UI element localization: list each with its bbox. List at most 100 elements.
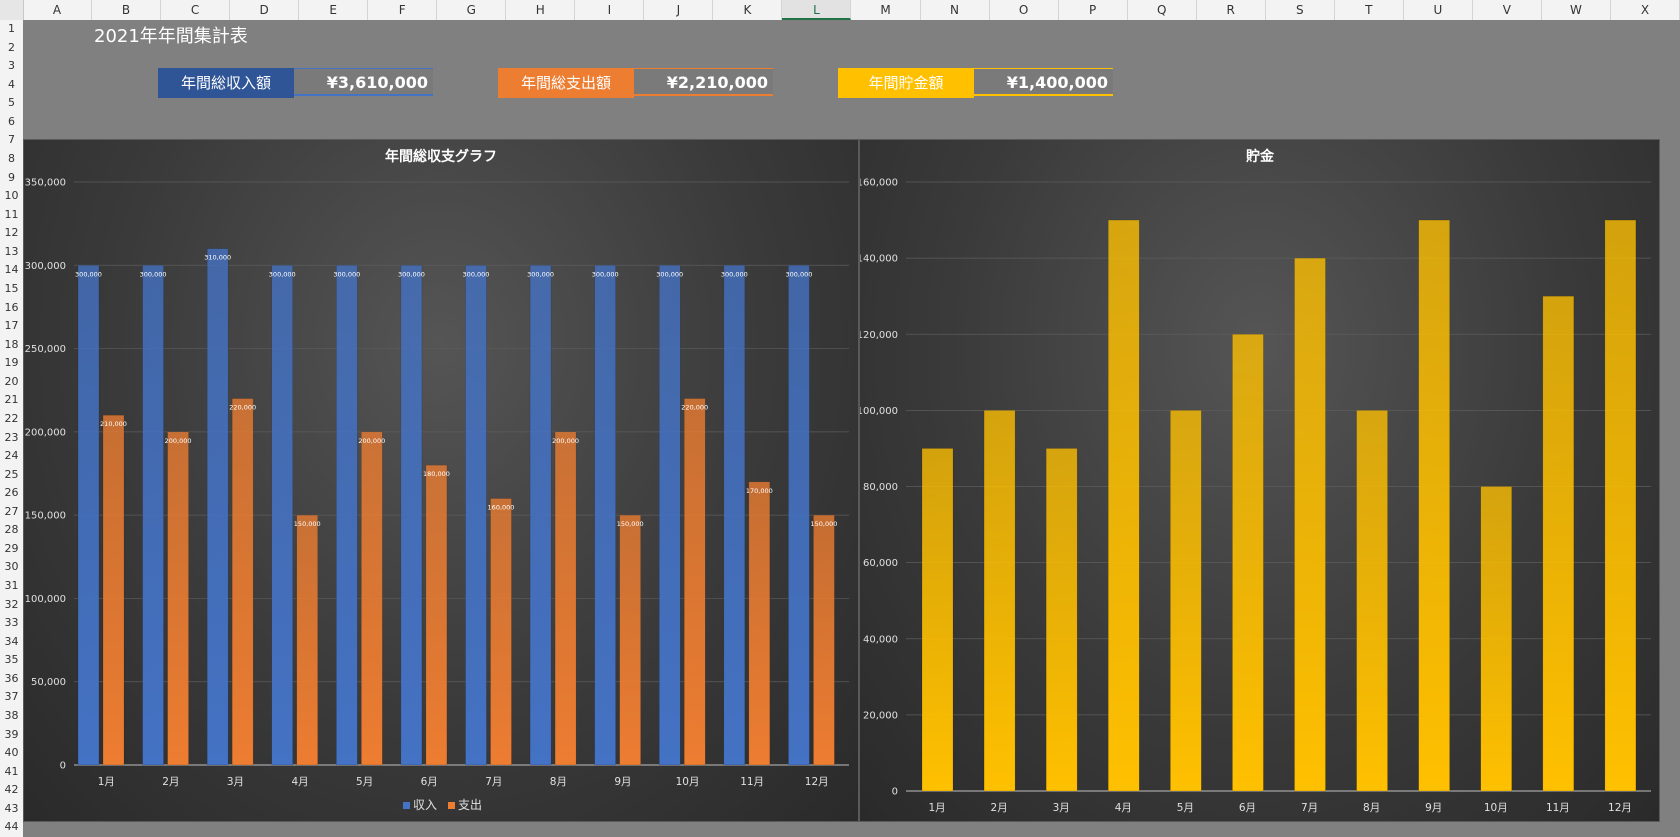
row-header-5[interactable]: 5 xyxy=(8,96,15,110)
bar-value-6月[interactable] xyxy=(1232,334,1264,792)
savings-chart[interactable]: 貯金 0 20,000 40,000 60,000 80,000 100,000 120,00… xyxy=(857,139,1660,822)
row-header-34[interactable]: 34 xyxy=(4,634,19,648)
row-header-23[interactable]: 23 xyxy=(4,430,19,444)
bar-収入-3月[interactable] xyxy=(206,248,229,766)
row-header-2[interactable]: 2 xyxy=(8,40,15,54)
row-header-15[interactable]: 15 xyxy=(4,281,19,295)
column-header-n[interactable]: N xyxy=(921,0,990,20)
bar-支出-9月[interactable] xyxy=(619,514,641,766)
row-header-44[interactable]: 44 xyxy=(4,820,19,834)
bar-支出-1月[interactable] xyxy=(102,414,125,766)
column-header-r[interactable]: R xyxy=(1197,0,1266,20)
column-header-m[interactable]: M xyxy=(852,0,921,20)
column-header-b[interactable]: B xyxy=(92,0,162,20)
column-header-d[interactable]: D xyxy=(230,0,300,20)
column-header-s[interactable]: S xyxy=(1266,0,1335,20)
column-header-o[interactable]: O xyxy=(990,0,1059,20)
bar-支出-12月[interactable] xyxy=(813,514,835,766)
column-header-i[interactable]: I xyxy=(575,0,645,20)
row-header-6[interactable]: 6 xyxy=(8,114,15,128)
row-header-37[interactable]: 37 xyxy=(4,690,19,704)
row-header-9[interactable]: 9 xyxy=(8,170,15,184)
bar-支出-7月[interactable] xyxy=(490,498,512,766)
row-header-42[interactable]: 42 xyxy=(4,783,19,797)
bar-収入-5月[interactable] xyxy=(336,265,358,766)
row-header-39[interactable]: 39 xyxy=(4,727,19,741)
column-header-q[interactable]: Q xyxy=(1128,0,1197,20)
bar-value-10月[interactable] xyxy=(1480,486,1512,792)
column-header-p[interactable]: P xyxy=(1059,0,1128,20)
column-header-f[interactable]: F xyxy=(368,0,438,20)
column-header-l[interactable]: L xyxy=(782,0,852,20)
bar-収入-12月[interactable] xyxy=(788,265,810,766)
row-header-21[interactable]: 21 xyxy=(4,393,19,407)
row-header-26[interactable]: 26 xyxy=(4,486,19,500)
bar-支出-8月[interactable] xyxy=(554,431,577,766)
bar-収入-6月[interactable] xyxy=(400,265,423,766)
row-header-17[interactable]: 17 xyxy=(4,319,19,333)
select-all-corner[interactable] xyxy=(0,0,24,20)
bar-value-5月[interactable] xyxy=(1170,410,1202,792)
bar-value-1月[interactable] xyxy=(921,448,954,792)
row-header-36[interactable]: 36 xyxy=(4,671,19,685)
bar-支出-6月[interactable] xyxy=(425,464,448,766)
bar-value-11月[interactable] xyxy=(1542,295,1575,792)
column-header-u[interactable]: U xyxy=(1404,0,1473,20)
bar-value-7月[interactable] xyxy=(1294,257,1326,792)
row-header-12[interactable]: 12 xyxy=(4,226,19,240)
bar-value-3月[interactable] xyxy=(1045,448,1078,792)
row-header-30[interactable]: 30 xyxy=(4,560,19,574)
row-header-13[interactable]: 13 xyxy=(4,244,19,258)
row-header-10[interactable]: 10 xyxy=(4,189,19,203)
row-header-8[interactable]: 8 xyxy=(8,151,15,165)
column-header-k[interactable]: K xyxy=(713,0,783,20)
row-header-25[interactable]: 25 xyxy=(4,467,19,481)
bar-value-4月[interactable] xyxy=(1108,219,1140,792)
row-header-16[interactable]: 16 xyxy=(4,300,19,314)
bar-支出-5月[interactable] xyxy=(361,431,383,766)
bar-収入-8月[interactable] xyxy=(529,265,552,766)
bar-支出-3月[interactable] xyxy=(231,398,254,766)
column-header-t[interactable]: T xyxy=(1335,0,1404,20)
row-header-43[interactable]: 43 xyxy=(4,801,19,815)
row-header-7[interactable]: 7 xyxy=(8,133,15,147)
bar-value-2月[interactable] xyxy=(983,410,1016,792)
column-header-x[interactable]: X xyxy=(1611,0,1680,20)
row-header-27[interactable]: 27 xyxy=(4,504,19,518)
column-header-g[interactable]: G xyxy=(437,0,507,20)
column-header-j[interactable]: J xyxy=(644,0,714,20)
row-header-35[interactable]: 35 xyxy=(4,653,19,667)
column-header-e[interactable]: E xyxy=(299,0,369,20)
row-header-41[interactable]: 41 xyxy=(4,764,19,778)
row-header-33[interactable]: 33 xyxy=(4,616,19,630)
column-header-a[interactable]: A xyxy=(23,0,93,20)
row-header-11[interactable]: 11 xyxy=(4,207,19,221)
row-header-32[interactable]: 32 xyxy=(4,597,19,611)
column-header-w[interactable]: W xyxy=(1542,0,1611,20)
income-expense-chart[interactable]: 年間総収支グラフ 0 50,000 100,000 150,000 200,000 250,… xyxy=(23,139,859,822)
column-header-v[interactable]: V xyxy=(1473,0,1542,20)
row-header-24[interactable]: 24 xyxy=(4,449,19,463)
row-header-20[interactable]: 20 xyxy=(4,374,19,388)
row-header-1[interactable]: 1 xyxy=(8,22,15,35)
row-header-40[interactable]: 40 xyxy=(4,746,19,760)
row-header-3[interactable]: 3 xyxy=(8,59,15,73)
bar-支出-2月[interactable] xyxy=(167,431,189,766)
bar-value-9月[interactable] xyxy=(1418,219,1450,792)
row-header-38[interactable]: 38 xyxy=(4,709,19,723)
bar-支出-11月[interactable] xyxy=(748,481,771,766)
column-header-c[interactable]: C xyxy=(161,0,231,20)
bar-収入-11月[interactable] xyxy=(723,265,746,766)
bar-収入-4月[interactable] xyxy=(271,265,293,766)
bar-支出-10月[interactable] xyxy=(684,398,706,766)
row-header-22[interactable]: 22 xyxy=(4,411,19,425)
bar-収入-1月[interactable] xyxy=(77,265,100,766)
row-header-14[interactable]: 14 xyxy=(4,263,19,277)
row-header-29[interactable]: 29 xyxy=(4,541,19,555)
bar-支出-4月[interactable] xyxy=(296,514,318,766)
bar-value-8月[interactable] xyxy=(1356,410,1388,792)
bar-value-12月[interactable] xyxy=(1604,219,1637,792)
column-header-h[interactable]: H xyxy=(506,0,576,20)
row-header-28[interactable]: 28 xyxy=(4,523,19,537)
row-header-31[interactable]: 31 xyxy=(4,579,19,593)
